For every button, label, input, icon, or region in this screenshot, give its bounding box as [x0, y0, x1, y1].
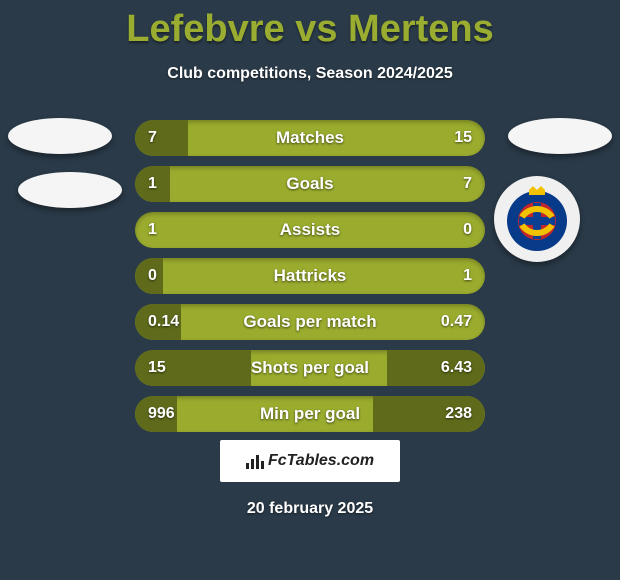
stat-value-left: 0 — [148, 256, 157, 296]
bars-icon — [246, 453, 264, 469]
stat-value-left: 1 — [148, 210, 157, 250]
stat-value-left: 996 — [148, 394, 175, 434]
stat-bar: Min per goal — [135, 396, 485, 432]
stat-bar: Matches — [135, 120, 485, 156]
bar-fill-left — [135, 120, 188, 156]
stat-label: Goals per match — [135, 304, 485, 340]
stat-bar: Hattricks — [135, 258, 485, 294]
stat-bar: Goals — [135, 166, 485, 202]
fctables-watermark: FcTables.com — [220, 440, 400, 482]
stat-label: Hattricks — [135, 258, 485, 294]
stat-value-right: 15 — [454, 118, 472, 158]
stat-row: Matches7 15 — [0, 118, 620, 164]
stat-bar: Assists — [135, 212, 485, 248]
stat-row: Min per goal996 238 — [0, 394, 620, 440]
stat-row: Shots per goal15 6.43 — [0, 348, 620, 394]
fctables-label: FcTables.com — [268, 452, 374, 470]
stats-container: Matches715Goals17Assists10Hattricks01Goa… — [0, 118, 620, 440]
stat-bar: Goals per match — [135, 304, 485, 340]
stat-value-left: 0.14 — [148, 302, 179, 342]
stat-row: Assists1 0 — [0, 210, 620, 256]
stat-value-left: 1 — [148, 164, 157, 204]
stat-row: Goals1 7 — [0, 164, 620, 210]
stat-row: Hattricks0 1 — [0, 256, 620, 302]
stat-value-left: 15 — [148, 348, 166, 388]
page-title: Lefebvre vs Mertens — [0, 0, 620, 51]
stat-bar: Shots per goal — [135, 350, 485, 386]
stat-value-right: 238 — [445, 394, 472, 434]
stat-value-left: 7 — [148, 118, 157, 158]
date-label: 20 february 2025 — [0, 500, 620, 518]
stat-label: Assists — [135, 212, 485, 248]
stat-value-right: 1 — [463, 256, 472, 296]
stat-value-right: 6.43 — [441, 348, 472, 388]
stat-row: Goals per match0.14 0.47 — [0, 302, 620, 348]
stat-label: Matches — [135, 120, 485, 156]
stat-value-right: 0 — [463, 210, 472, 250]
stat-value-right: 7 — [463, 164, 472, 204]
stat-value-right: 0.47 — [441, 302, 472, 342]
stat-label: Goals — [135, 166, 485, 202]
subtitle: Club competitions, Season 2024/2025 — [0, 65, 620, 83]
